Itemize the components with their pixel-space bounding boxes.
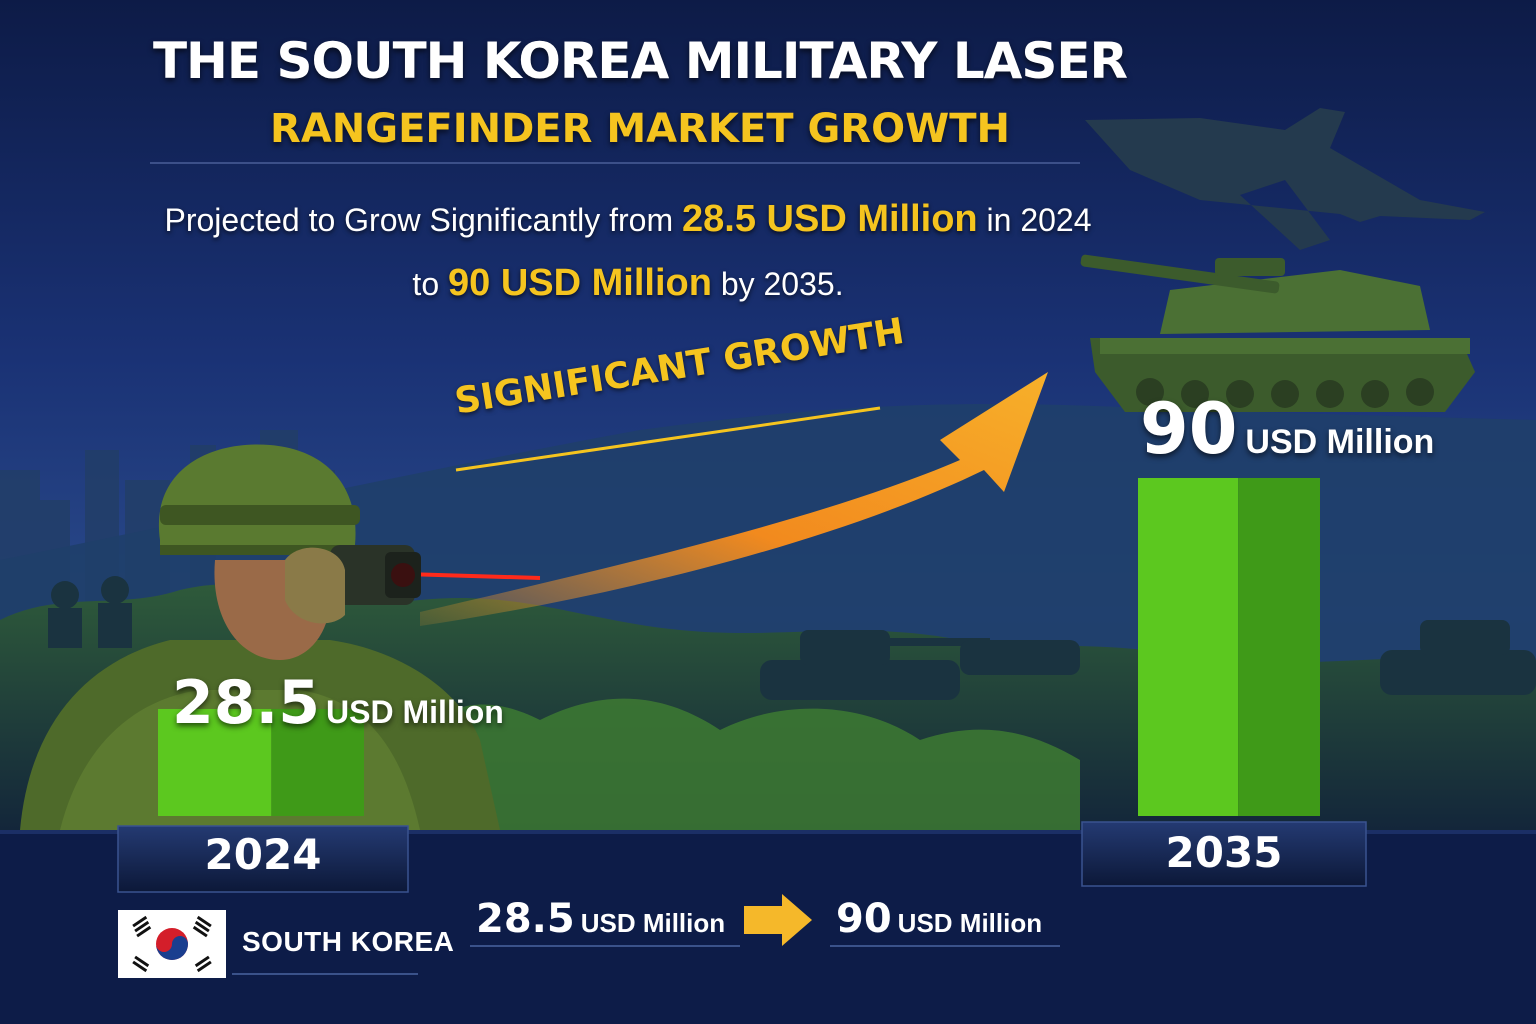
subtitle-1-prefix: Projected to Grow Significantly from	[164, 202, 683, 238]
title-line-2: RANGEFINDER MARKET GROWTH	[270, 106, 1010, 152]
bar-2024	[158, 708, 364, 816]
x-tick-label-2035: 2035	[1165, 828, 1283, 877]
bar-chart	[117, 478, 1367, 893]
subtitle-2-highlight: 90 USD Million	[448, 262, 712, 304]
data-label-2024: 28.5 USD Million	[172, 668, 504, 738]
right-arrow-icon	[744, 894, 812, 946]
summary-start: 28.5 USD Million	[476, 896, 725, 942]
subtitle-2-suffix: by 2035.	[711, 266, 844, 302]
year-base-2024	[117, 825, 409, 893]
laser-beam	[404, 572, 541, 580]
subtitle-1-highlight: 28.5 USD Million	[682, 198, 978, 240]
summary-end-value: 90	[836, 896, 892, 942]
growth-underline	[455, 406, 881, 472]
growth-arrow	[420, 372, 1048, 626]
summary-end: 90 USD Million	[836, 896, 1042, 942]
bushes	[380, 698, 1080, 830]
summary-end-unit: USD Million	[897, 908, 1043, 938]
country-label: SOUTH KOREA	[242, 926, 455, 957]
summary-start-unit: USD Million	[580, 908, 726, 938]
tank-illustration	[1080, 254, 1475, 412]
data-label-2024-value: 28.5	[172, 668, 321, 738]
subtitle-line-2: to 90 USD Million by 2035.	[0, 262, 1256, 305]
data-label-2035-value: 90	[1140, 388, 1238, 470]
year-base-2035	[1081, 821, 1367, 887]
data-label-2024-unit: USD Million	[326, 694, 504, 730]
fighter-jet-illustration	[1085, 108, 1485, 250]
south-korea-flag-icon	[118, 910, 226, 978]
x-tick-label-2024: 2024	[204, 830, 322, 879]
bar-2035	[1138, 478, 1320, 816]
title-line-1: THE SOUTH KOREA MILITARY LASER	[152, 32, 1128, 90]
subtitle-line-1: Projected to Grow Significantly from 28.…	[0, 198, 1256, 241]
subtitle-2-prefix: to	[412, 266, 448, 302]
summary-start-value: 28.5	[476, 896, 575, 942]
data-label-2035: 90 USD Million	[1140, 388, 1434, 470]
subtitle-1-suffix: in 2024	[977, 202, 1092, 238]
data-label-2035-unit: USD Million	[1245, 423, 1435, 461]
distant-tank-silhouettes	[48, 576, 1536, 700]
